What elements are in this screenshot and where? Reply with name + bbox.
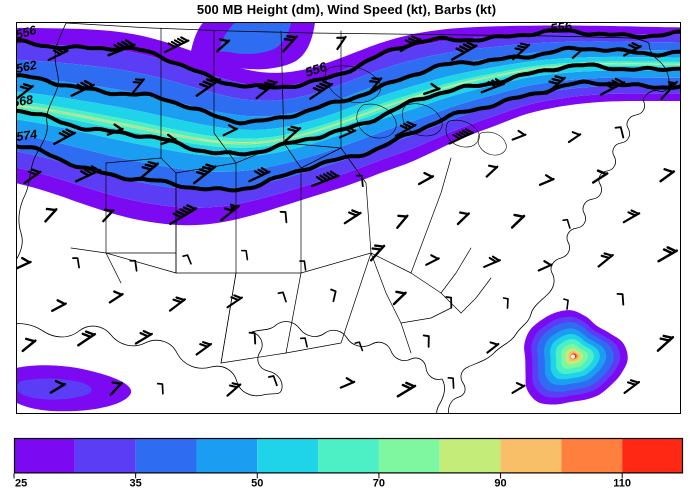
svg-text:110: 110 — [613, 477, 631, 489]
svg-text:90: 90 — [494, 477, 506, 489]
svg-text:35: 35 — [130, 477, 142, 489]
svg-text:25: 25 — [15, 477, 27, 489]
svg-text:574: 574 — [16, 127, 38, 144]
svg-text:70: 70 — [373, 477, 385, 489]
svg-text:50: 50 — [251, 477, 263, 489]
